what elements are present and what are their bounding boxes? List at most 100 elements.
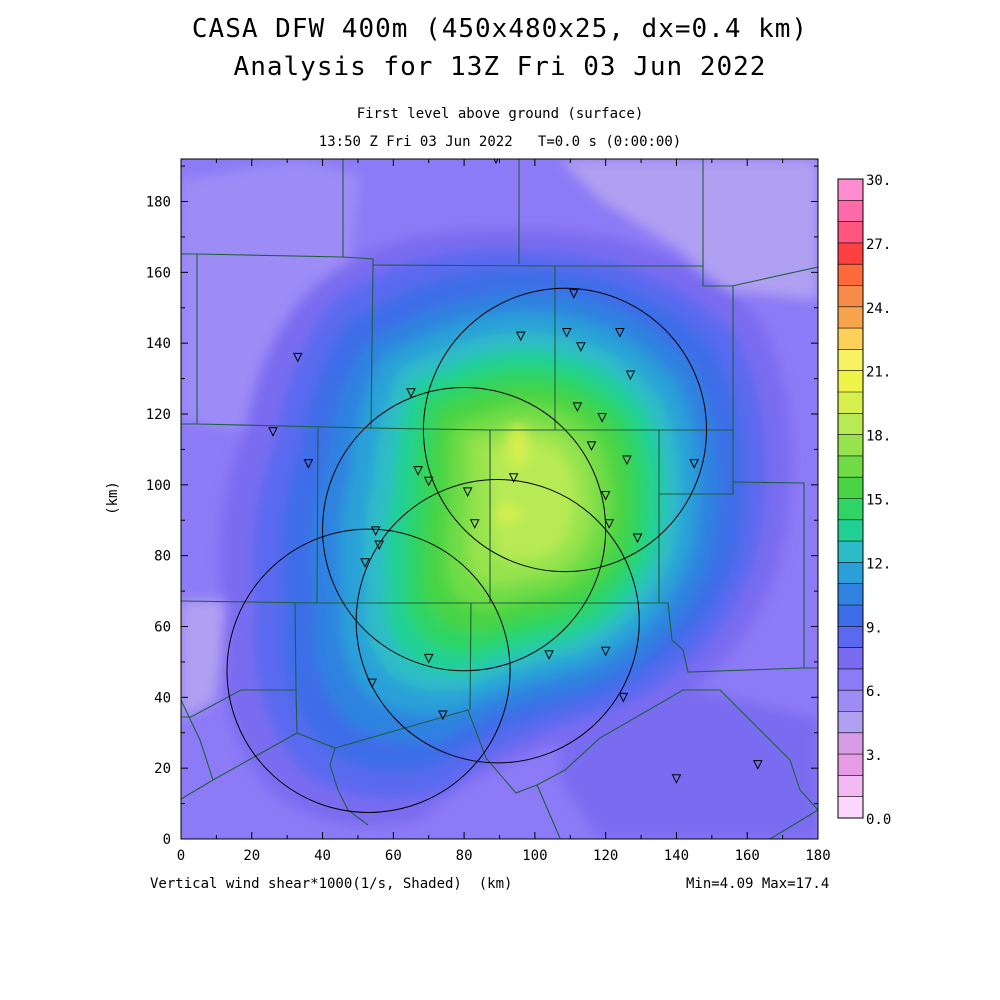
colorbar-swatch	[838, 349, 863, 371]
station-marker	[423, 653, 434, 664]
station-marker	[600, 646, 611, 657]
colorbar-label: 6.	[866, 684, 883, 700]
colorbar-label: 0.0	[866, 812, 891, 828]
colorbar-swatch	[838, 732, 863, 755]
station-marker	[370, 526, 381, 536]
colorbar-label: 24.	[866, 301, 891, 317]
x-tick-label: 0	[177, 848, 185, 864]
min-max-label: Min=4.09 Max=17.4	[686, 876, 830, 892]
x-axis-ticks: 0 20 40 60 80 100 120 140 160 180	[177, 159, 831, 864]
colorbar-swatch	[838, 242, 863, 265]
station-marker	[597, 413, 607, 423]
station-marker	[360, 558, 370, 568]
y-tick-label: 60	[154, 620, 171, 636]
station-marker	[569, 289, 579, 299]
x-tick-label: 180	[805, 848, 830, 864]
colorbar-swatch	[838, 455, 863, 478]
station-marker	[604, 519, 615, 529]
station-marker	[423, 476, 434, 487]
map-title-line1: CASA DFW 400m (450x480x25, dx=0.4 km)	[191, 14, 809, 44]
y-tick-label: 100	[146, 478, 171, 494]
station-marker	[572, 402, 583, 413]
station-marker	[413, 466, 423, 476]
x-tick-label: 120	[593, 848, 618, 864]
colorbar-label: 18.	[866, 429, 891, 445]
colorbar-label: 12.	[866, 556, 891, 572]
station-marker	[561, 328, 572, 338]
station-marker	[406, 388, 416, 398]
colorbar-swatch	[838, 370, 863, 393]
y-tick-label: 0	[163, 832, 171, 848]
y-tick-label: 180	[146, 195, 171, 211]
colorbar-swatch	[838, 179, 863, 201]
colorbar-label: 9.	[866, 620, 883, 636]
station-marker	[622, 455, 632, 466]
colorbar-label: 21.	[866, 365, 891, 381]
colorbar-swatch	[838, 200, 863, 222]
station-marker	[625, 370, 636, 381]
colorbar-label: 15.	[866, 493, 891, 509]
station-marker	[671, 774, 682, 784]
station-marker	[753, 760, 763, 770]
colorbar-swatch	[838, 477, 863, 499]
station-marker	[618, 692, 629, 703]
station-marker	[632, 533, 643, 544]
station-marker	[462, 487, 473, 498]
colorbar-swatch	[838, 519, 863, 542]
station-marker	[303, 459, 314, 469]
station-marker	[576, 342, 586, 352]
station-marker	[508, 473, 519, 483]
radar-ring	[422, 287, 708, 573]
radar-range-rings	[226, 287, 708, 813]
colorbar-swatch	[838, 285, 863, 308]
station-marker	[469, 519, 480, 529]
colorbar-swatch	[838, 562, 863, 584]
time-subtitle: 13:50 Z Fri 03 Jun 2022 T=0.0 s (0:00:00…	[318, 134, 682, 150]
colorbar-swatch	[838, 583, 863, 606]
x-tick-label: 20	[243, 848, 260, 864]
station-marker	[586, 441, 597, 451]
station-marker	[292, 352, 303, 363]
colorbar-swatch	[838, 221, 863, 244]
y-axis-label: (km)	[105, 481, 121, 515]
colorbar-swatch	[838, 690, 863, 712]
colorbar-label: 27.	[866, 237, 891, 253]
wind-shear-field	[181, 159, 818, 839]
x-tick-label: 60	[385, 848, 402, 864]
colorbar-swatch	[838, 434, 863, 457]
station-marker	[367, 678, 377, 689]
station-marker	[515, 331, 526, 342]
x-tick-label: 80	[456, 848, 473, 864]
colorbar-swatch	[838, 754, 863, 776]
variable-label: Vertical wind shear*1000(1/s, Shaded) (k…	[150, 876, 513, 892]
colorbar-swatch	[838, 392, 863, 414]
y-tick-label: 120	[146, 407, 171, 423]
colorbar-swatch	[838, 264, 863, 286]
station-marker	[374, 540, 384, 551]
x-tick-label: 160	[735, 848, 760, 864]
x-tick-label: 100	[522, 848, 547, 864]
radar-ring	[226, 528, 511, 813]
station-marker	[544, 650, 554, 660]
colorbar: 30. 27. 24. 21. 18. 15. 12. 9. 6. 3. 0.0	[837, 173, 891, 828]
map-title-line2: Analysis for 13Z Fri 03 Jun 2022	[233, 52, 767, 82]
colorbar-swatch	[838, 605, 863, 627]
colorbar-frame	[837, 178, 864, 819]
colorbar-swatch	[838, 796, 863, 819]
colorbar-label: 3.	[866, 748, 883, 764]
colorbar-swatch	[838, 711, 863, 734]
colorbar-swatch	[838, 306, 863, 329]
colorbar-swatch	[838, 775, 863, 797]
y-tick-label: 20	[154, 761, 171, 777]
colorbar-swatch	[838, 668, 863, 691]
y-tick-label: 40	[154, 690, 171, 706]
colorbar-swatch	[838, 647, 863, 670]
county-boundaries	[181, 159, 818, 839]
station-marker	[268, 427, 278, 437]
station-marker	[600, 490, 611, 501]
colorbar-label: 30.	[866, 173, 891, 189]
y-tick-label: 140	[146, 336, 171, 352]
colorbar-swatch	[838, 413, 863, 435]
station-marker	[689, 459, 699, 469]
